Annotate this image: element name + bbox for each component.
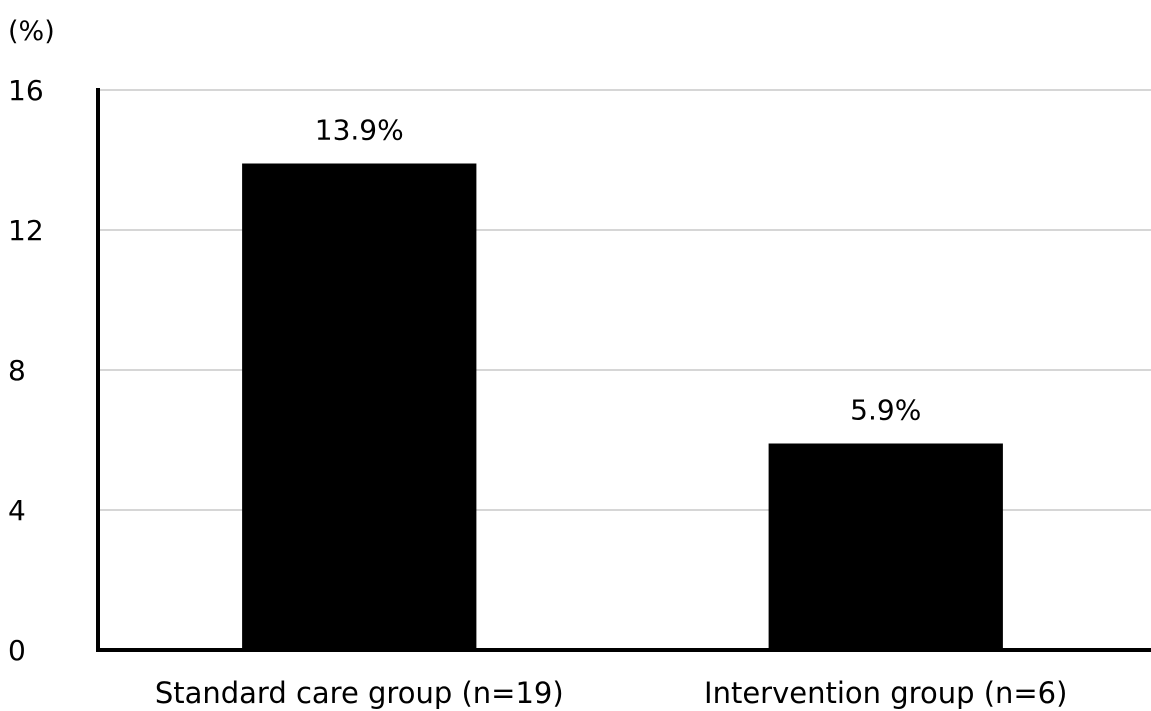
y-tick-label: 16 xyxy=(8,74,44,107)
y-tick-labels: 0 4 8 12 16 xyxy=(8,74,44,667)
bar-value-label: 5.9% xyxy=(850,394,921,427)
bar xyxy=(242,163,477,650)
category-label: Intervention group (n=6) xyxy=(704,676,1067,710)
y-unit-label: (%) xyxy=(8,16,55,47)
y-tick-label: 4 xyxy=(8,494,26,527)
bar-value-label: 13.9% xyxy=(315,114,404,147)
category-label: Standard care group (n=19) xyxy=(155,676,564,710)
bars xyxy=(242,163,1003,650)
y-tick-label: 12 xyxy=(8,214,44,247)
bar xyxy=(768,443,1003,650)
category-labels: Standard care group (n=19) Intervention g… xyxy=(155,676,1068,710)
y-tick-label: 0 xyxy=(8,634,26,667)
data-labels: 13.9% 5.9% xyxy=(315,114,922,427)
y-tick-label: 8 xyxy=(8,354,26,387)
